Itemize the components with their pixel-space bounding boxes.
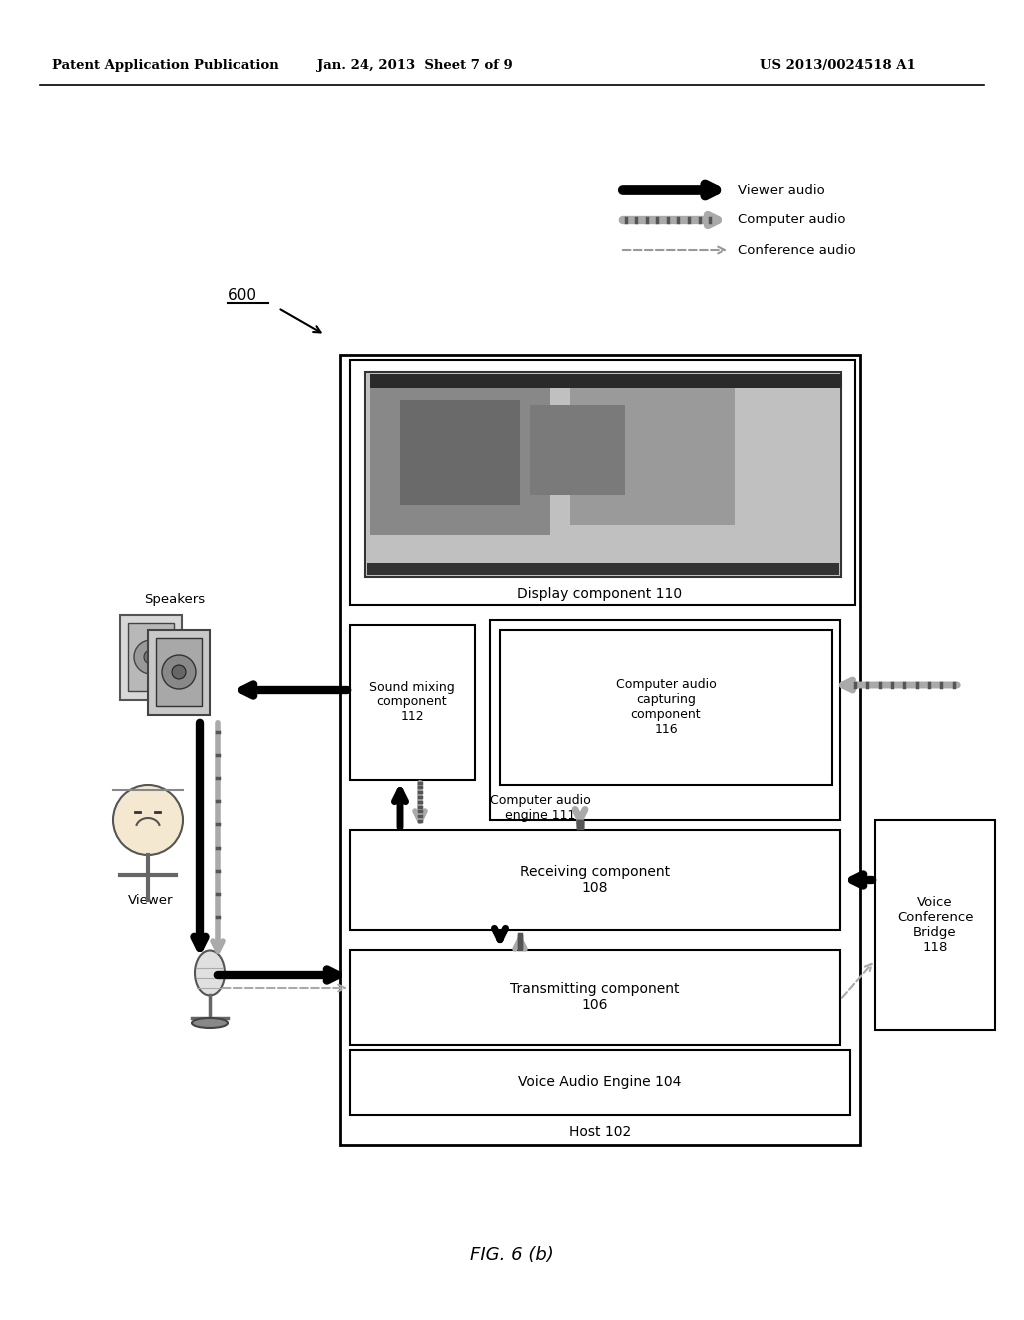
Bar [148,630,210,715]
Bar [365,372,841,577]
Text: Transmitting component
106: Transmitting component 106 [510,982,680,1012]
Bar [350,360,855,605]
Bar [400,400,520,506]
Bar [350,624,475,780]
Text: Display component 110: Display component 110 [517,587,683,601]
Bar [500,630,831,785]
Bar [128,623,174,690]
Bar [156,638,202,706]
Ellipse shape [193,1018,228,1028]
Text: US 2013/0024518 A1: US 2013/0024518 A1 [760,58,915,71]
Text: Host 102: Host 102 [569,1125,631,1139]
Bar [340,355,860,1144]
Text: Conference audio: Conference audio [738,243,856,256]
Text: Viewer audio: Viewer audio [738,183,824,197]
Circle shape [113,785,183,855]
Text: Jan. 24, 2013  Sheet 7 of 9: Jan. 24, 2013 Sheet 7 of 9 [317,58,513,71]
Text: 600: 600 [228,288,257,302]
Bar [350,830,840,931]
Circle shape [172,665,186,678]
Bar [350,950,840,1045]
Bar [570,385,735,525]
Bar [367,374,839,576]
Bar [370,374,842,388]
Bar [874,820,995,1030]
Ellipse shape [195,950,225,995]
Text: Computer audio
engine 111: Computer audio engine 111 [489,795,591,822]
Bar [350,1049,850,1115]
Text: Computer audio
capturing
component
116: Computer audio capturing component 116 [615,678,717,737]
Bar [530,405,625,495]
Circle shape [162,655,196,689]
Text: Viewer: Viewer [128,894,173,907]
Text: FIG. 6 (b): FIG. 6 (b) [470,1246,554,1265]
Circle shape [134,640,168,675]
Text: Voice
Conference
Bridge
118: Voice Conference Bridge 118 [897,896,973,954]
Bar [120,615,182,700]
Bar [490,620,840,820]
Text: Voice Audio Engine 104: Voice Audio Engine 104 [518,1074,682,1089]
Text: Patent Application Publication: Patent Application Publication [52,58,279,71]
Circle shape [144,649,158,664]
Text: Speakers: Speakers [144,594,206,606]
Bar [370,380,550,535]
Bar [367,564,839,576]
Text: Sound mixing
component
112: Sound mixing component 112 [369,681,455,723]
Text: Receiving component
108: Receiving component 108 [520,865,670,895]
Text: Computer audio: Computer audio [738,214,846,227]
